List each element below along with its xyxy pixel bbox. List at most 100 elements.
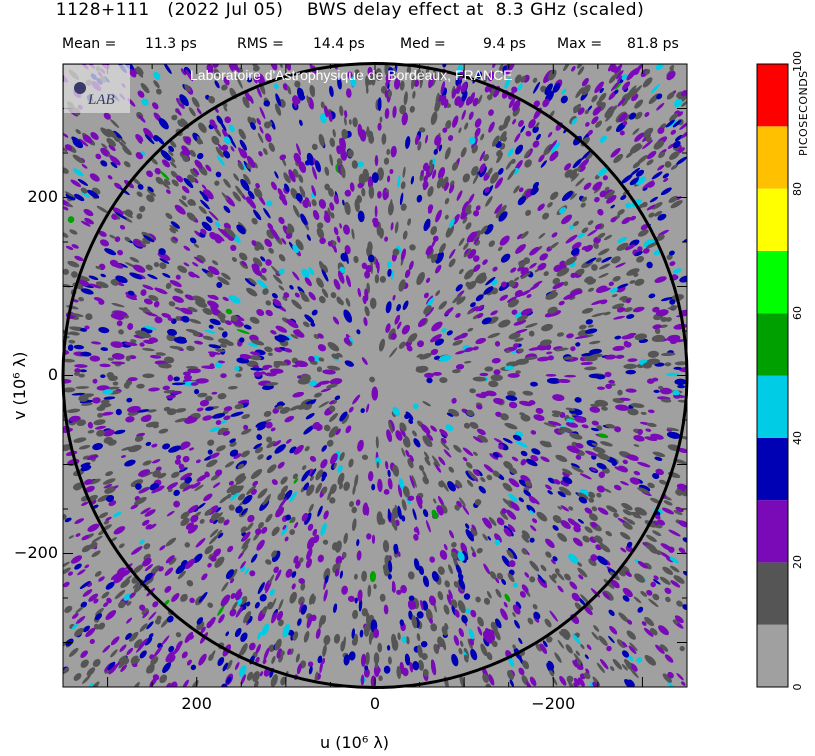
delay-blob: [587, 324, 594, 328]
delay-blob: [329, 202, 335, 211]
delay-blob: [584, 366, 597, 371]
delay-blob: [565, 407, 576, 411]
delay-blob: [454, 504, 460, 511]
delay-blob: [416, 68, 421, 78]
delay-blob: [448, 258, 456, 268]
delay-blob: [166, 510, 175, 517]
delay-blob: [191, 482, 201, 489]
delay-blob: [477, 616, 484, 627]
delay-blob: [596, 662, 606, 674]
delay-blob: [262, 658, 267, 665]
delay-blob: [657, 519, 666, 526]
delay-blob: [217, 143, 223, 151]
delay-blob: [399, 192, 404, 206]
delay-blob: [455, 312, 461, 318]
delay-blob: [646, 150, 657, 160]
delay-blob: [239, 252, 248, 261]
delay-blob: [665, 372, 680, 377]
delay-blob: [507, 373, 520, 378]
delay-blob: [114, 236, 121, 243]
delay-blob: [411, 75, 415, 90]
delay-blob: [176, 454, 182, 460]
delay-blob: [195, 459, 201, 464]
delay-blob: [670, 200, 683, 209]
delay-blob: [216, 282, 223, 288]
delay-blob: [143, 127, 154, 139]
delay-blob: [569, 224, 575, 230]
delay-blob: [292, 364, 299, 368]
delay-blob: [578, 574, 584, 580]
delay-blob: [452, 115, 459, 128]
delay-blob: [257, 454, 264, 460]
delay-blob: [73, 437, 87, 443]
delay-blob: [595, 374, 606, 380]
delay-blob: [64, 517, 72, 523]
delay-blob: [506, 509, 517, 520]
delay-blob: [591, 420, 599, 426]
delay-blob: [69, 229, 78, 235]
delay-blob: [214, 221, 221, 228]
delay-blob: [448, 529, 455, 539]
delay-blob: [402, 230, 408, 240]
delay-blob: [549, 669, 555, 677]
delay-blob: [78, 297, 85, 302]
delay-blob: [462, 447, 474, 457]
delay-blob: [98, 512, 109, 519]
delay-blob: [332, 128, 336, 138]
delay-blob: [202, 415, 213, 421]
delay-blob: [570, 346, 576, 352]
delay-blob: [518, 119, 524, 128]
delay-blob: [577, 107, 585, 115]
delay-blob: [139, 650, 147, 659]
delay-blob: [535, 407, 544, 414]
delay-blob: [148, 611, 157, 621]
delay-blob: [518, 667, 525, 676]
delay-blob: [454, 483, 460, 489]
delay-blob: [363, 317, 368, 327]
delay-blob: [413, 558, 420, 571]
delay-blob: [109, 234, 116, 239]
delay-blob: [499, 511, 509, 520]
delay-blob: [144, 509, 156, 517]
delay-blob: [365, 651, 370, 666]
delay-blob: [679, 275, 687, 283]
delay-blob: [557, 506, 562, 510]
delay-blob: [601, 406, 608, 411]
delay-blob: [103, 520, 110, 525]
delay-blob: [678, 520, 687, 528]
delay-blob: [533, 280, 543, 287]
delay-blob: [378, 675, 383, 681]
delay-blob: [592, 446, 606, 454]
delay-blob: [217, 516, 225, 524]
delay-blob: [511, 309, 518, 315]
delay-blob: [106, 597, 112, 604]
delay-blob: [106, 372, 114, 379]
delay-blob: [518, 497, 524, 503]
delay-blob: [411, 474, 417, 488]
delay-blob: [233, 453, 242, 459]
delay-blob: [84, 217, 94, 225]
delay-blob: [399, 80, 405, 91]
delay-blob: [632, 128, 640, 135]
delay-blob: [587, 129, 593, 136]
delay-blob: [462, 216, 468, 224]
delay-blob: [617, 465, 629, 473]
delay-blob: [135, 134, 144, 143]
delay-blob: [507, 296, 517, 303]
delay-blob: [337, 472, 345, 486]
delay-blob: [427, 186, 434, 197]
delay-blob: [256, 118, 261, 125]
delay-blob: [592, 181, 603, 191]
delay-blob: [271, 479, 278, 486]
delay-blob: [435, 290, 441, 297]
delay-blob: [480, 391, 490, 397]
delay-blob: [670, 580, 681, 588]
delay-blob: [193, 340, 204, 345]
delay-blob: [114, 589, 126, 600]
delay-blob: [504, 422, 518, 430]
delay-blob: [569, 193, 578, 200]
delay-blob: [564, 374, 577, 378]
delay-blob: [598, 471, 606, 479]
delay-blob: [490, 310, 498, 316]
delay-blob: [418, 659, 424, 671]
